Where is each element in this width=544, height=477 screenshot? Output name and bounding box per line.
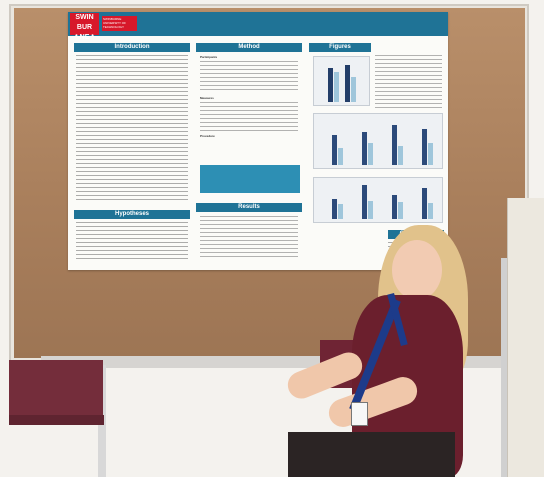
woman-face <box>392 240 442 300</box>
chart3-bar-1 <box>332 199 337 219</box>
results-heading: Results <box>196 203 302 212</box>
stand-leg-right <box>501 258 509 477</box>
logo-text: SWIN BUR * NE * <box>74 14 95 41</box>
chart2-bar-5 <box>392 125 397 165</box>
method-heading: Method <box>196 43 302 52</box>
hypotheses-heading: Hypotheses <box>74 210 190 219</box>
chart3-bar-3 <box>362 185 367 219</box>
chart3-bar-7 <box>422 188 427 219</box>
chart1-bar-2 <box>334 72 339 102</box>
name-badge <box>351 402 368 426</box>
method-highlight-box <box>200 165 300 193</box>
introduction-heading: Introduction <box>74 43 190 52</box>
results-body <box>200 216 298 260</box>
chart2-bar-3 <box>362 132 367 165</box>
university-subtitle: SWINBURNE UNIVERSITY OF TECHNOLOGY <box>102 16 137 31</box>
chair-left <box>9 360 103 417</box>
chart2-bar-1 <box>332 135 337 165</box>
chart2-bar-4 <box>368 143 373 165</box>
introduction-body <box>76 55 188 202</box>
figures-heading: Figures <box>309 43 371 52</box>
chart3-bar-8 <box>428 203 433 219</box>
woman-lap-dark <box>288 432 455 477</box>
method-text-block <box>200 61 298 93</box>
chart3-bar-6 <box>398 202 403 219</box>
figure-caption <box>375 55 442 110</box>
chart1-bar-1 <box>328 68 333 102</box>
hypotheses-body <box>76 222 188 260</box>
chart2-bar-8 <box>428 143 433 165</box>
chart3-bar-5 <box>392 195 397 219</box>
method-participants-label: Participants <box>200 55 218 59</box>
university-logo: SWIN BUR * NE * <box>70 13 99 41</box>
chair-left-seat-edge <box>9 415 104 425</box>
display-panel-right <box>507 198 544 477</box>
chart3-bar-4 <box>368 201 373 219</box>
figure-chart-2 <box>313 113 443 169</box>
figure-chart-3 <box>313 177 443 223</box>
figure-chart-1 <box>313 56 370 106</box>
method-measures-label: Measures <box>200 96 214 100</box>
method-text-block-2 <box>200 102 298 131</box>
chart2-bar-2 <box>338 148 343 165</box>
chart3-bar-2 <box>338 204 343 219</box>
chart2-bar-7 <box>422 129 427 165</box>
chart2-bar-6 <box>398 146 403 165</box>
method-procedure-label: Procedure <box>200 134 215 138</box>
chart1-bar-4 <box>351 77 356 102</box>
chart1-bar-3 <box>345 65 350 102</box>
research-poster: SWIN BUR * NE * SWINBURNE UNIVERSITY OF … <box>68 12 448 270</box>
